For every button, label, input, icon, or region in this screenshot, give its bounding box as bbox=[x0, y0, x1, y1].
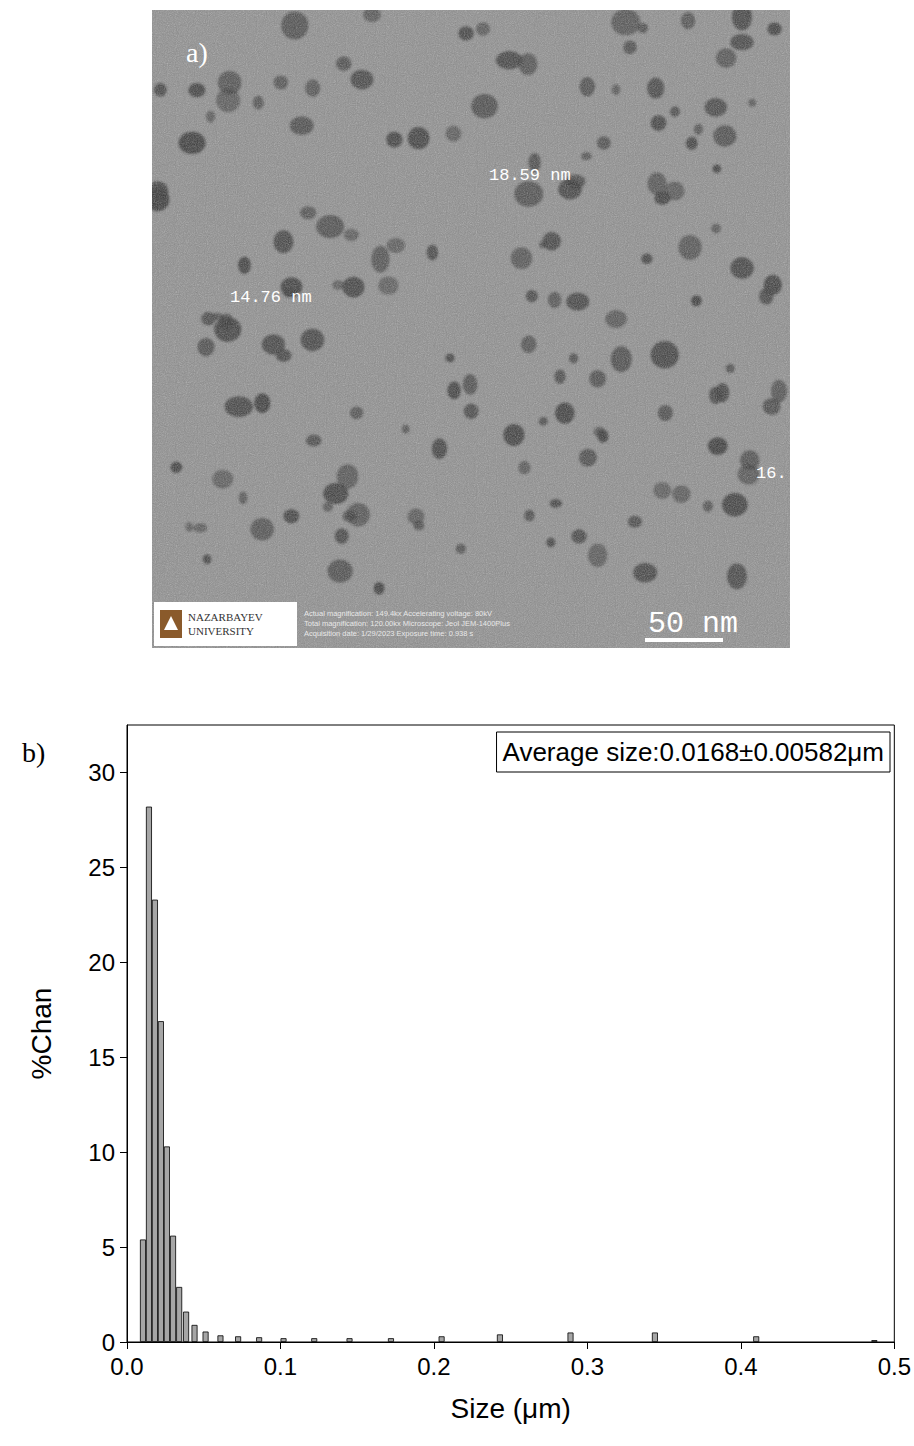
svg-text:0.1: 0.1 bbox=[264, 1353, 297, 1380]
svg-text:0.0: 0.0 bbox=[110, 1353, 143, 1380]
svg-text:50 nm: 50 nm bbox=[648, 607, 738, 641]
svg-text:18.59 nm: 18.59 nm bbox=[489, 166, 571, 185]
svg-text:Actual magnification: 149.4kx: Actual magnification: 149.4kx Accelerati… bbox=[304, 609, 492, 618]
svg-text:15: 15 bbox=[88, 1044, 115, 1071]
svg-text:10: 10 bbox=[88, 1139, 115, 1166]
svg-text:0.5: 0.5 bbox=[878, 1353, 911, 1380]
svg-text:a): a) bbox=[186, 37, 208, 68]
svg-text:Size (μm): Size (μm) bbox=[450, 1393, 570, 1424]
svg-text:0.4: 0.4 bbox=[724, 1353, 757, 1380]
svg-text:%Chan: %Chan bbox=[26, 988, 57, 1080]
svg-text:0.3: 0.3 bbox=[571, 1353, 604, 1380]
svg-text:20: 20 bbox=[88, 949, 115, 976]
svg-text:25: 25 bbox=[88, 854, 115, 881]
svg-text:Total magnification: 120.00kx: Total magnification: 120.00kx Microscope… bbox=[304, 619, 510, 628]
svg-text:NAZARBAYEV: NAZARBAYEV bbox=[188, 611, 263, 623]
svg-text:16.: 16. bbox=[756, 464, 787, 483]
svg-text:UNIVERSITY: UNIVERSITY bbox=[188, 625, 254, 637]
svg-text:0.2: 0.2 bbox=[417, 1353, 450, 1380]
svg-text:Average size:0.0168±0.00582μm: Average size:0.0168±0.00582μm bbox=[503, 737, 884, 767]
svg-text:5: 5 bbox=[102, 1234, 115, 1261]
svg-text:b): b) bbox=[22, 737, 45, 768]
svg-text:14.76 nm: 14.76 nm bbox=[230, 288, 312, 307]
svg-text:30: 30 bbox=[88, 759, 115, 786]
svg-text:Acquisition date: 1/29/2023 E: Acquisition date: 1/29/2023 Exposure tim… bbox=[304, 629, 474, 638]
svg-text:0: 0 bbox=[102, 1329, 115, 1356]
